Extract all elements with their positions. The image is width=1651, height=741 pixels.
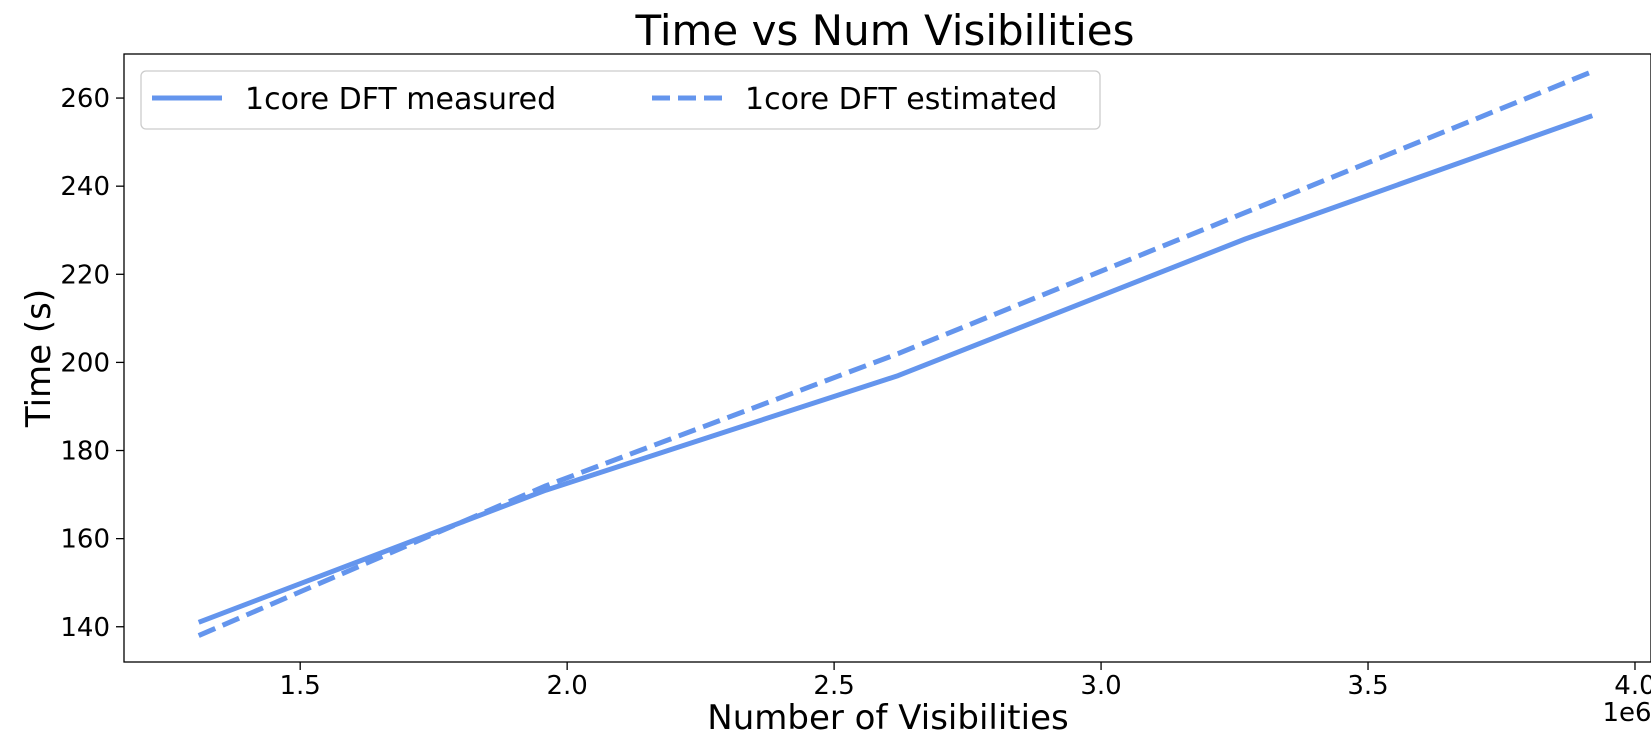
- x-tick-label: 1.5: [280, 671, 321, 701]
- chart-title: Time vs Num Visibilities: [634, 6, 1134, 55]
- y-tick-label: 260: [60, 84, 110, 114]
- y-tick-label: 200: [60, 348, 110, 378]
- series-line-estimated: [197, 69, 1594, 638]
- legend-label-estimated: 1core DFT estimated: [745, 82, 1057, 117]
- x-tick-label: 4.0: [1614, 671, 1651, 701]
- x-tick-label: 2.5: [813, 671, 854, 701]
- x-tick-label: 3.0: [1080, 671, 1121, 701]
- x-axis: 1.5 2.0 2.5 3.0 3.5 4.0: [280, 662, 1651, 701]
- legend-label-measured: 1core DFT measured: [245, 82, 556, 117]
- y-tick-label: 180: [60, 437, 110, 467]
- series-line-measured: [197, 113, 1594, 625]
- x-axis-offset-label: 1e6: [1602, 698, 1651, 728]
- plot-frame: [123, 53, 1651, 663]
- x-tick-label: 2.0: [546, 671, 587, 701]
- y-axis-title: Time (s): [19, 289, 59, 428]
- x-tick-label: 3.5: [1347, 671, 1388, 701]
- legend-box: [140, 70, 1101, 130]
- y-tick-label: 220: [60, 260, 110, 290]
- legend: 1core DFT measured 1core DFT estimated: [140, 70, 1101, 130]
- y-tick-label: 140: [60, 613, 110, 643]
- x-axis-title: Number of Visibilities: [707, 698, 1068, 738]
- plot-lines: [197, 69, 1594, 638]
- y-tick-label: 160: [60, 525, 110, 555]
- y-axis: 140 160 180 200 220 240 260: [60, 84, 124, 643]
- y-tick-label: 240: [60, 172, 110, 202]
